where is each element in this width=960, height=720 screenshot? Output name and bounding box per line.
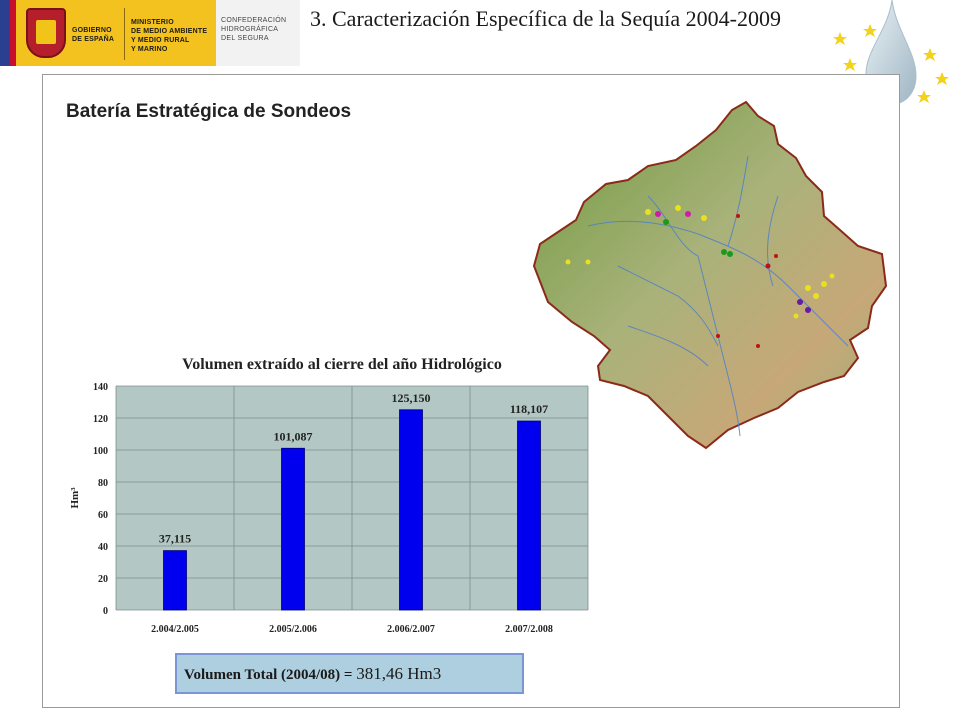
- x-tick-label-2: 2.006/2.007: [387, 624, 435, 635]
- chs-logo-text: CONFEDERACIÓN HIDROGRÁFICA DEL SEGURA: [221, 17, 287, 42]
- total-volume-box: [175, 653, 524, 694]
- volume-bar-chart: 0 20 40 60 80 100 120 140 2.004/2.005 2.005/2.00…: [69, 356, 589, 635]
- eu-stars-icon: [833, 24, 949, 103]
- segura-basin-map: [532, 100, 888, 450]
- coat-of-arms-icon: [26, 8, 66, 58]
- value-label-0: 37,115: [159, 532, 191, 546]
- x-tick-label-0: 2.004/2.005: [151, 624, 199, 635]
- value-label-2: 125,150: [392, 391, 431, 405]
- total-volume-text: Volumen Total (2004/08) = 381,46 Hm3: [184, 664, 441, 684]
- chs-logo-box: [216, 0, 300, 66]
- bar-2: [399, 409, 423, 611]
- chart-y-ticks: 0 20 40 60 80 100 120 140: [93, 382, 108, 617]
- y-tick-label-1: 20: [98, 574, 108, 585]
- y-tick-label-0: 0: [103, 606, 108, 617]
- bar-0: [163, 550, 187, 611]
- bar-3: [517, 420, 541, 611]
- chart-bars: [163, 409, 541, 611]
- value-label-3: 118,107: [510, 402, 548, 416]
- government-logo: GOBIERNO DE ESPAÑA MINISTERIO DE MEDIO A…: [0, 0, 216, 66]
- chart-x-ticks: 2.004/2.005 2.005/2.006 2.006/2.007 2.007/2…: [151, 624, 553, 635]
- x-tick-label-3: 2.007/2.008: [505, 624, 553, 635]
- y-tick-label-5: 100: [93, 446, 108, 457]
- total-volume-value: 381,46 Hm3: [356, 664, 442, 683]
- y-tick-label-3: 60: [98, 510, 108, 521]
- chart-gridlines: [115, 385, 589, 611]
- value-label-1: 101,087: [274, 429, 313, 443]
- chart-value-labels: 37,115 101,087 125,150 118,107: [159, 391, 548, 546]
- logo-divider: [124, 8, 125, 60]
- bar-1: [281, 447, 305, 611]
- chart-y-axis-label: Hm³: [69, 487, 81, 509]
- eu-flag-icon: [0, 0, 16, 66]
- slide-title: 3. Caracterización Específica de la Sequ…: [310, 6, 781, 31]
- logo-gobierno-text: GOBIERNO DE ESPAÑA: [72, 27, 115, 43]
- logo-ministerio-text: MINISTERIO DE MEDIO AMBIENTE Y MEDIO RUR…: [131, 19, 208, 53]
- y-tick-label-6: 120: [93, 414, 108, 425]
- y-tick-label-4: 80: [98, 478, 108, 489]
- section-title: Batería Estratégica de Sondeos: [66, 101, 352, 122]
- y-tick-label-2: 40: [98, 542, 108, 553]
- total-volume-label: Volumen Total (2004/08) =: [184, 667, 357, 683]
- y-tick-label-7: 140: [93, 382, 108, 393]
- x-tick-label-1: 2.005/2.006: [269, 624, 317, 635]
- chart-title: Volumen extraído al cierre del año Hidro…: [182, 356, 502, 373]
